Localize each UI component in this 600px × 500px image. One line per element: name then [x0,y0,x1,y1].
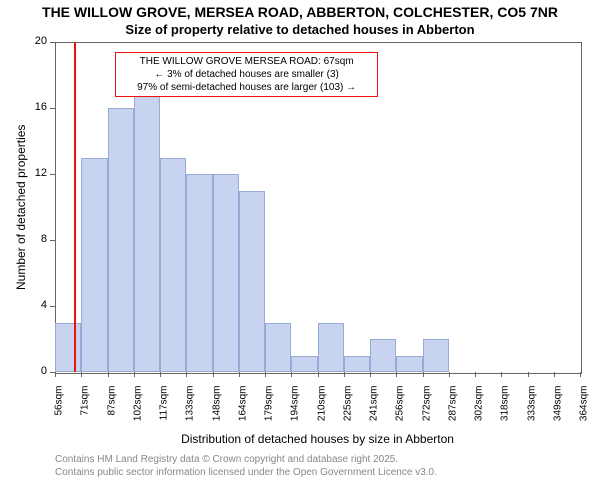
x-tick-label: 302sqm [474,386,485,446]
x-tick-label: 102sqm [132,386,143,446]
x-tick [291,372,292,377]
x-tick-label: 133sqm [185,386,196,446]
x-tick [55,372,56,377]
annotation-line-3: 97% of semi-detached houses are larger (… [137,82,356,93]
histogram-bar [423,339,449,372]
x-tick-label: 364sqm [579,386,590,446]
x-tick [81,372,82,377]
annotation-box: THE WILLOW GROVE MERSEA ROAD: 67sqm ← 3% … [115,52,378,97]
y-tick [50,108,55,109]
chart-title-main: THE WILLOW GROVE, MERSEA ROAD, ABBERTON,… [0,4,600,20]
y-tick-label: 4 [23,299,47,311]
x-tick [580,372,581,377]
x-tick [239,372,240,377]
x-tick [134,372,135,377]
x-tick-label: 87sqm [106,386,117,446]
y-tick [50,240,55,241]
y-tick-label: 0 [23,365,47,377]
y-axis-label: Number of detached properties [14,125,28,290]
x-tick-label: 210sqm [316,386,327,446]
x-tick-label: 148sqm [211,386,222,446]
histogram-bar [318,323,344,373]
chart-title-sub: Size of property relative to detached ho… [0,22,600,37]
y-tick [50,306,55,307]
value-marker-line [74,42,76,372]
x-tick-label: 56sqm [54,386,65,446]
y-tick-label: 8 [23,233,47,245]
histogram-bar [213,174,239,372]
x-tick [213,372,214,377]
y-tick-label: 20 [23,35,47,47]
x-tick-label: 333sqm [526,386,537,446]
x-tick-label: 241sqm [369,386,380,446]
x-tick-label: 256sqm [395,386,406,446]
x-tick-label: 117sqm [159,386,170,446]
x-tick [423,372,424,377]
x-tick-label: 318sqm [500,386,511,446]
histogram-bar [186,174,212,372]
x-tick [528,372,529,377]
y-tick [50,174,55,175]
histogram-bar [160,158,186,373]
histogram-bar [81,158,107,373]
x-tick [160,372,161,377]
annotation-line-2: ← 3% of detached houses are smaller (3) [154,69,339,80]
histogram-bar [265,323,291,373]
histogram-bar [55,323,81,373]
y-tick-label: 16 [23,101,47,113]
histogram-bar [344,356,370,373]
chart-container: THE WILLOW GROVE, MERSEA ROAD, ABBERTON,… [0,0,600,500]
x-tick [449,372,450,377]
x-tick [370,372,371,377]
x-tick [318,372,319,377]
x-tick-label: 272sqm [421,386,432,446]
x-tick-label: 287sqm [447,386,458,446]
y-tick-label: 12 [23,167,47,179]
license-line-1: Contains HM Land Registry data © Crown c… [55,454,398,465]
x-tick-label: 71sqm [80,386,91,446]
histogram-bar [396,356,422,373]
x-tick-label: 349sqm [552,386,563,446]
x-tick-label: 225sqm [342,386,353,446]
x-tick-label: 164sqm [237,386,248,446]
x-tick [265,372,266,377]
x-tick [475,372,476,377]
x-tick [501,372,502,377]
x-tick [554,372,555,377]
histogram-bar [370,339,396,372]
histogram-bar [239,191,265,373]
x-tick [344,372,345,377]
x-tick [108,372,109,377]
x-tick-label: 179sqm [264,386,275,446]
histogram-bar [291,356,317,373]
histogram-bar [108,108,134,372]
y-tick [50,42,55,43]
histogram-bar [134,92,160,373]
x-tick [186,372,187,377]
x-tick-label: 194sqm [290,386,301,446]
license-line-2: Contains public sector information licen… [55,467,437,478]
annotation-line-1: THE WILLOW GROVE MERSEA ROAD: 67sqm [140,56,354,67]
license-text: Contains HM Land Registry data © Crown c… [55,454,437,479]
x-tick [396,372,397,377]
